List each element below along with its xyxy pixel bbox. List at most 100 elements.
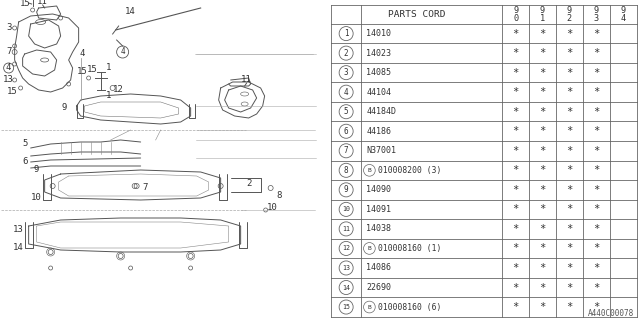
Text: 1: 1 <box>106 92 111 100</box>
Text: 12: 12 <box>113 85 124 94</box>
Text: 15: 15 <box>77 68 88 76</box>
Text: *: * <box>513 185 519 195</box>
Text: 7: 7 <box>6 47 12 57</box>
Text: 9: 9 <box>34 165 39 174</box>
Text: *: * <box>540 263 546 273</box>
Text: *: * <box>593 263 600 273</box>
Text: 44186: 44186 <box>366 127 391 136</box>
Text: 15: 15 <box>87 66 98 75</box>
Text: 44184D: 44184D <box>366 107 396 116</box>
Text: *: * <box>593 68 600 78</box>
Text: 010008160 (6): 010008160 (6) <box>378 302 441 312</box>
Text: *: * <box>540 107 546 117</box>
Text: 8: 8 <box>276 191 282 201</box>
Text: A440C00078: A440C00078 <box>588 309 634 318</box>
Text: *: * <box>566 28 573 39</box>
Text: 12: 12 <box>342 245 350 252</box>
Text: 14085: 14085 <box>366 68 391 77</box>
Text: *: * <box>540 146 546 156</box>
Text: *: * <box>513 28 519 39</box>
Text: 9
3: 9 3 <box>594 6 599 23</box>
Text: *: * <box>540 204 546 214</box>
Text: *: * <box>513 68 519 78</box>
Text: *: * <box>593 204 600 214</box>
Text: *: * <box>540 283 546 292</box>
Text: 5: 5 <box>22 140 28 148</box>
Text: 9: 9 <box>62 103 67 113</box>
Text: *: * <box>513 263 519 273</box>
Text: 14: 14 <box>342 284 350 291</box>
Text: 5: 5 <box>344 107 348 116</box>
Text: *: * <box>593 107 600 117</box>
Text: *: * <box>593 302 600 312</box>
Text: *: * <box>566 204 573 214</box>
Text: 9
0: 9 0 <box>513 6 518 23</box>
Text: *: * <box>540 302 546 312</box>
Text: 13: 13 <box>3 76 14 84</box>
Text: 4: 4 <box>120 47 125 57</box>
Text: *: * <box>513 48 519 58</box>
Text: 13: 13 <box>13 226 24 235</box>
Text: *: * <box>593 87 600 97</box>
Text: 2: 2 <box>246 180 252 188</box>
Text: *: * <box>593 244 600 253</box>
Text: 15: 15 <box>20 0 31 7</box>
Text: 14086: 14086 <box>366 263 391 272</box>
Text: *: * <box>540 48 546 58</box>
Text: 44104: 44104 <box>366 88 391 97</box>
Text: *: * <box>566 48 573 58</box>
Text: *: * <box>540 165 546 175</box>
Text: 15: 15 <box>342 304 350 310</box>
Text: *: * <box>540 28 546 39</box>
Text: *: * <box>566 244 573 253</box>
Text: B: B <box>367 305 371 309</box>
Text: 1: 1 <box>344 29 348 38</box>
Text: 4: 4 <box>80 50 85 59</box>
Text: *: * <box>513 107 519 117</box>
Text: *: * <box>540 185 546 195</box>
Text: *: * <box>513 224 519 234</box>
Text: 3: 3 <box>344 68 348 77</box>
Text: *: * <box>513 146 519 156</box>
Text: *: * <box>513 204 519 214</box>
Text: 13: 13 <box>342 265 350 271</box>
Text: 010008200 (3): 010008200 (3) <box>378 166 441 175</box>
Text: 9: 9 <box>344 185 348 194</box>
Text: 11: 11 <box>342 226 350 232</box>
Text: *: * <box>593 185 600 195</box>
Text: PARTS CORD: PARTS CORD <box>388 10 445 19</box>
Text: 6: 6 <box>22 157 28 166</box>
Text: *: * <box>513 165 519 175</box>
Text: *: * <box>513 302 519 312</box>
Text: *: * <box>593 283 600 292</box>
Text: *: * <box>540 224 546 234</box>
Text: 11: 11 <box>241 76 252 84</box>
Text: *: * <box>593 165 600 175</box>
Text: 10: 10 <box>31 194 42 203</box>
Text: 14023: 14023 <box>366 49 391 58</box>
Text: *: * <box>566 165 573 175</box>
Text: 3: 3 <box>6 23 12 33</box>
Text: *: * <box>593 146 600 156</box>
Text: *: * <box>566 126 573 136</box>
Text: 14: 14 <box>13 244 24 252</box>
Text: *: * <box>566 146 573 156</box>
Text: 14: 14 <box>125 7 136 17</box>
Text: 1: 1 <box>106 63 111 73</box>
Text: 4: 4 <box>344 88 348 97</box>
Text: 10: 10 <box>342 206 350 212</box>
Text: B: B <box>367 168 371 173</box>
Text: 14090: 14090 <box>366 185 391 194</box>
Text: 8: 8 <box>344 166 348 175</box>
Text: *: * <box>513 244 519 253</box>
Text: 9
4: 9 4 <box>621 6 626 23</box>
Text: *: * <box>566 87 573 97</box>
Text: *: * <box>593 28 600 39</box>
Text: 11: 11 <box>37 0 48 6</box>
Text: *: * <box>566 302 573 312</box>
Text: 2: 2 <box>344 49 348 58</box>
Text: *: * <box>566 283 573 292</box>
Text: *: * <box>513 283 519 292</box>
Text: *: * <box>540 244 546 253</box>
Text: 14010: 14010 <box>366 29 391 38</box>
